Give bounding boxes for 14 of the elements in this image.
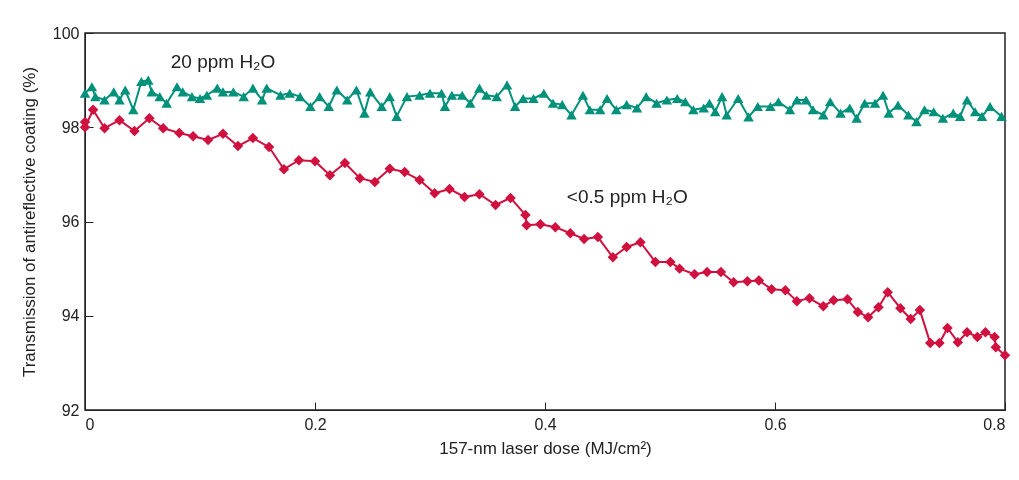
x-tick-label: 0.6 <box>764 415 787 433</box>
y-tick-label: 92 <box>61 401 80 419</box>
y-tick-label: 100 <box>52 24 80 42</box>
x-tick-label: 0 <box>85 415 95 433</box>
series-label: <0.5 ppm H₂O <box>566 186 688 208</box>
x-tick-label: 0.2 <box>304 415 327 433</box>
y-tick-label: 96 <box>61 213 80 230</box>
y-axis-title: Transmission of antireflective coating (%) <box>19 66 39 378</box>
x-tick-label: 0.4 <box>534 415 557 433</box>
y-tick-label: 94 <box>61 307 80 325</box>
y-tick-label: 98 <box>61 118 80 136</box>
x-axis-title: 157-nm laser dose (MJ/cm²) <box>439 438 652 458</box>
series-label: 20 ppm H₂O <box>170 50 276 72</box>
x-tick-label: 0.8 <box>983 415 1006 433</box>
